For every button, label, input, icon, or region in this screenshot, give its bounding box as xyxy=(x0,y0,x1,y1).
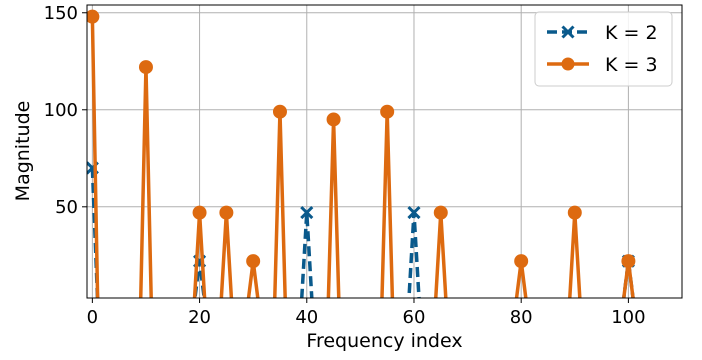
x-tick-label: 80 xyxy=(510,307,533,328)
x-tick-label: 60 xyxy=(403,307,426,328)
legend: K = 2 K = 3 xyxy=(534,11,673,87)
series-line xyxy=(90,16,635,298)
legend-label: K = 2 xyxy=(605,22,658,44)
data-point xyxy=(246,254,261,269)
data-point xyxy=(272,104,287,119)
y-axis-label: Magnitude xyxy=(12,101,34,202)
series-1 xyxy=(87,161,635,298)
legend-label: K = 3 xyxy=(605,54,658,76)
data-point xyxy=(433,205,448,220)
data-point xyxy=(87,9,100,24)
x-tick-label: 0 xyxy=(87,307,98,328)
y-tick-label: 100 xyxy=(44,100,78,121)
x-axis-label: Frequency index xyxy=(306,330,462,352)
x-tick-label: 20 xyxy=(188,307,211,328)
data-point xyxy=(407,206,421,220)
y-tick-label: 50 xyxy=(55,197,78,218)
data-point xyxy=(380,104,395,119)
data-point xyxy=(219,205,234,220)
legend-marker xyxy=(561,25,575,39)
plot-frame xyxy=(86,4,683,299)
data-point xyxy=(514,254,529,269)
series-layer xyxy=(87,9,636,298)
data-point xyxy=(300,206,314,220)
x-tick-label: 40 xyxy=(295,307,318,328)
x-tick-label: 100 xyxy=(611,307,645,328)
ticks: 0 20 40 60 80 100 50 100 150 xyxy=(44,3,646,328)
series-line xyxy=(90,167,635,298)
data-point xyxy=(567,205,582,220)
data-point xyxy=(138,60,153,75)
series-2 xyxy=(87,9,636,298)
legend-marker xyxy=(561,57,575,71)
data-point xyxy=(621,254,636,269)
y-tick-label: 150 xyxy=(44,3,78,24)
data-point xyxy=(192,205,207,220)
data-point xyxy=(326,112,341,127)
